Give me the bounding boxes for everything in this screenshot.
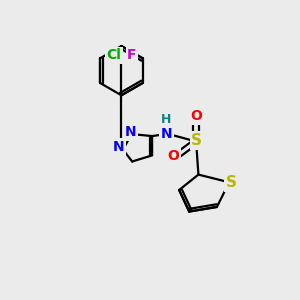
Text: O: O xyxy=(167,149,179,163)
Text: S: S xyxy=(191,133,203,148)
Text: N: N xyxy=(125,125,136,139)
Text: F: F xyxy=(127,48,137,62)
Text: Cl: Cl xyxy=(106,48,122,62)
Text: H: H xyxy=(161,113,171,126)
Text: O: O xyxy=(190,109,202,123)
Text: N: N xyxy=(112,140,124,154)
Text: S: S xyxy=(226,175,237,190)
Text: N: N xyxy=(160,127,172,141)
